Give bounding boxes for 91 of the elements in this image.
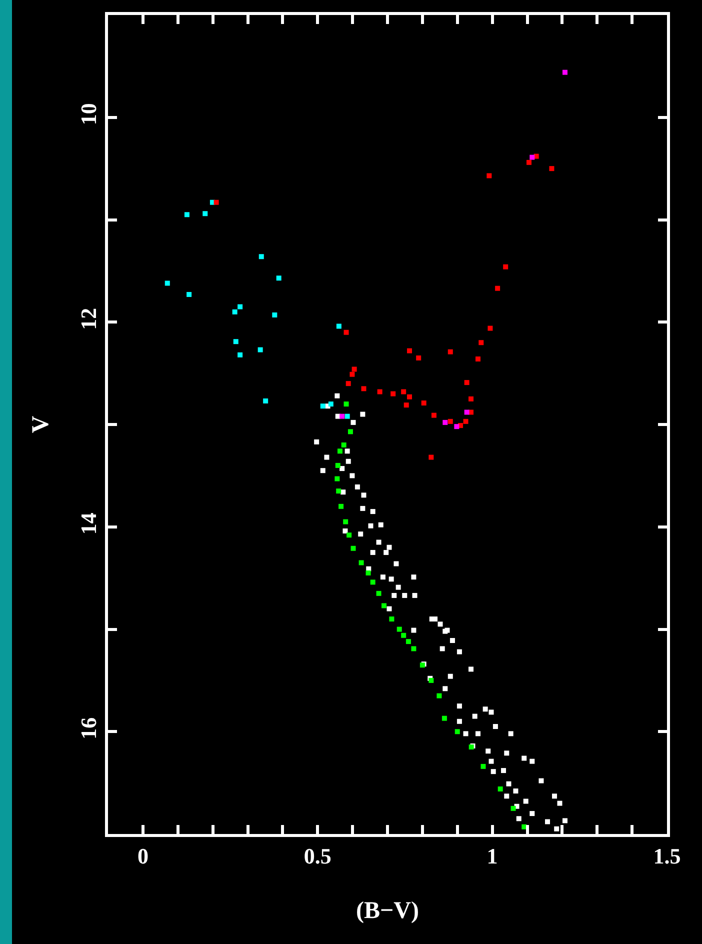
x-axis-title: (B−V) <box>356 898 419 924</box>
point <box>534 154 539 159</box>
point <box>214 200 219 205</box>
point <box>344 414 350 419</box>
point <box>396 626 402 632</box>
point <box>463 418 468 424</box>
x-tick-label: 1.5 <box>653 843 681 868</box>
point <box>276 276 282 281</box>
point <box>530 154 535 160</box>
point <box>366 570 371 576</box>
point <box>454 729 460 734</box>
point <box>344 330 349 335</box>
point <box>238 304 243 310</box>
point <box>411 646 416 652</box>
point <box>350 546 356 551</box>
point <box>361 386 366 392</box>
y-tick-label: 14 <box>76 512 102 535</box>
point <box>344 402 349 407</box>
point <box>336 488 342 494</box>
point <box>346 532 352 538</box>
point <box>258 347 263 352</box>
point <box>348 429 353 434</box>
y-tick-label: 12 <box>76 308 102 330</box>
point <box>350 372 355 377</box>
point <box>406 639 411 644</box>
point <box>186 292 192 297</box>
x-tick-label: 1 <box>486 843 498 868</box>
point <box>341 442 346 448</box>
point <box>464 410 470 415</box>
point <box>442 716 447 721</box>
point <box>448 349 453 354</box>
point <box>448 418 453 424</box>
point <box>503 264 508 270</box>
point <box>454 424 460 430</box>
point <box>401 632 406 638</box>
point <box>272 312 278 318</box>
point <box>390 391 396 396</box>
point <box>416 355 422 360</box>
point <box>376 590 382 596</box>
point <box>407 394 412 400</box>
point <box>401 389 406 394</box>
point <box>338 504 344 509</box>
point <box>522 824 527 830</box>
point <box>478 340 484 346</box>
point <box>164 280 170 286</box>
point <box>510 806 516 811</box>
point <box>389 616 394 622</box>
point <box>431 412 436 418</box>
point <box>480 764 486 769</box>
point <box>233 339 238 344</box>
point <box>352 366 357 372</box>
point <box>370 580 376 585</box>
point <box>442 420 448 425</box>
point <box>464 380 470 386</box>
point <box>346 381 351 386</box>
point <box>407 348 412 354</box>
point <box>258 254 264 260</box>
point <box>340 414 345 419</box>
y-tick-label: 10 <box>76 103 102 126</box>
point <box>495 286 500 291</box>
y-tick-label: 16 <box>76 717 102 740</box>
point <box>232 309 238 314</box>
x-tick-label: 0.5 <box>304 843 332 868</box>
point <box>184 212 190 218</box>
point <box>404 402 409 408</box>
point <box>335 462 340 468</box>
point <box>436 693 442 698</box>
point <box>468 396 474 402</box>
point <box>358 560 364 566</box>
point <box>377 389 382 394</box>
point <box>337 448 342 454</box>
point <box>498 786 503 792</box>
point <box>328 402 334 407</box>
point <box>320 404 326 409</box>
point <box>238 352 243 358</box>
point <box>486 173 492 178</box>
point <box>334 476 340 482</box>
point <box>549 166 554 172</box>
point <box>421 400 426 406</box>
point <box>343 519 348 524</box>
point <box>336 324 342 329</box>
y-axis-title: V <box>28 415 54 434</box>
point <box>263 398 268 404</box>
point <box>428 454 434 460</box>
point <box>202 211 208 216</box>
x-tick-label: 0 <box>137 843 148 868</box>
point <box>382 603 387 608</box>
point <box>475 356 480 362</box>
point <box>562 70 568 75</box>
point <box>488 326 493 331</box>
point <box>526 160 532 165</box>
